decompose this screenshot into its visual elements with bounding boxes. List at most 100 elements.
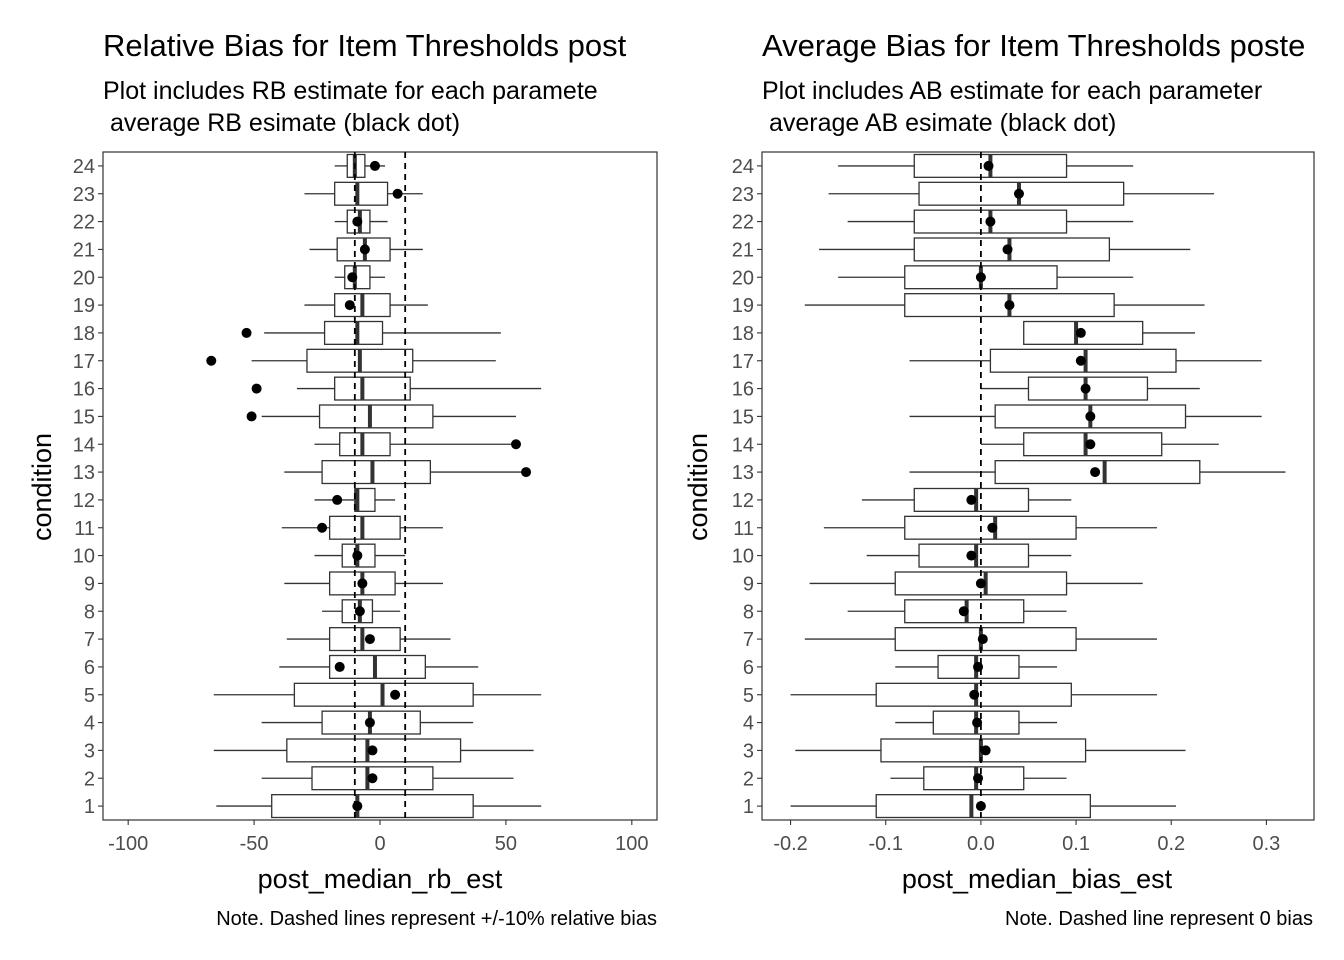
mean-dot xyxy=(983,160,994,171)
y-tick-label: 2 xyxy=(84,768,95,790)
mean-dot xyxy=(332,494,343,505)
y-tick-label: 1 xyxy=(84,796,95,818)
boxplot-condition-7 xyxy=(286,627,451,652)
mean-dot xyxy=(241,327,252,338)
chart-title: Average Bias for Item Thresholds poste xyxy=(762,28,1305,63)
y-tick-label: 11 xyxy=(733,518,754,540)
y-tick-label: 19 xyxy=(73,295,95,317)
y-tick-label: 14 xyxy=(73,434,95,456)
iqr-box xyxy=(334,376,411,401)
mean-dot xyxy=(977,634,988,645)
mean-dot xyxy=(985,216,996,227)
y-tick-label: 4 xyxy=(84,713,95,735)
panel-border xyxy=(761,151,1315,821)
mean-dot xyxy=(969,689,980,700)
x-tick-label: 0.0 xyxy=(967,833,995,855)
chart-caption: Note. Dashed line represent 0 bias xyxy=(1005,908,1313,930)
boxplot-condition-16 xyxy=(296,376,542,401)
y-tick-label: 11 xyxy=(74,518,95,540)
chart-subtitle-line1: Plot includes AB estimate for each param… xyxy=(762,77,1262,105)
mean-dot xyxy=(1085,439,1096,450)
mean-dot xyxy=(973,661,984,672)
mean-dot xyxy=(975,801,986,812)
y-tick-label: 8 xyxy=(743,601,754,623)
boxplot-condition-11 xyxy=(281,515,443,540)
y-tick-label: 15 xyxy=(73,406,95,428)
iqr-box xyxy=(328,515,401,540)
mean-dot xyxy=(334,661,345,672)
y-tick-label: 1 xyxy=(743,796,754,818)
y-tick-label: 13 xyxy=(732,462,754,484)
rb-chart-svg: Relative Bias for Item Thresholds post P… xyxy=(27,28,658,930)
mean-dot xyxy=(1013,188,1024,199)
x-tick-label: 100 xyxy=(615,833,648,855)
boxplot-condition-14 xyxy=(314,432,516,457)
y-tick-label: 12 xyxy=(732,490,754,512)
boxplot-condition-12 xyxy=(314,487,396,512)
x-tick-label: -0.2 xyxy=(773,833,807,855)
mean-dot xyxy=(975,272,986,283)
x-tick-label: 0.2 xyxy=(1157,833,1185,855)
y-tick-label: 20 xyxy=(73,267,95,289)
y-tick-label: 9 xyxy=(84,573,95,595)
chart-caption: Note. Dashed lines represent +/-10% rela… xyxy=(216,908,657,930)
boxplot-condition-21 xyxy=(309,237,423,262)
iqr-box xyxy=(328,654,426,679)
mean-dot xyxy=(364,634,375,645)
mean-dot xyxy=(966,494,977,505)
mean-dot xyxy=(344,300,355,311)
mean-dot xyxy=(246,411,257,422)
y-tick-label: 24 xyxy=(732,156,754,178)
mean-dot xyxy=(1075,355,1086,366)
y-tick-label: 4 xyxy=(743,713,754,735)
mean-dot xyxy=(1080,383,1091,394)
y-tick-label: 18 xyxy=(73,323,95,345)
mean-dot xyxy=(1075,327,1086,338)
rb-plot-area: -100 -50 0 50 100123456789101112131415161718… xyxy=(73,151,658,855)
mean-dot xyxy=(357,578,368,589)
y-tick-label: 15 xyxy=(732,406,754,428)
y-tick-label: 19 xyxy=(732,295,754,317)
mean-dot xyxy=(521,467,532,478)
y-tick-label: 23 xyxy=(73,184,95,206)
mean-dot xyxy=(392,188,403,199)
y-tick-label: 6 xyxy=(84,657,95,679)
chart-subtitle-line2: average RB esimate (black dot) xyxy=(103,109,460,137)
mean-dot xyxy=(364,717,375,728)
iqr-box xyxy=(318,404,434,429)
iqr-box xyxy=(323,320,384,345)
y-axis-label: condition xyxy=(683,433,713,541)
boxplot-condition-18 xyxy=(264,320,501,345)
chart-subtitle-line1: Plot includes RB estimate for each param… xyxy=(103,77,598,105)
mean-dot xyxy=(510,439,521,450)
rb-chart-panel: Relative Bias for Item Thresholds post P… xyxy=(27,28,658,930)
y-tick-label: 12 xyxy=(73,490,95,512)
x-tick-label: -0.1 xyxy=(868,833,902,855)
mean-dot xyxy=(958,606,969,617)
mean-dot xyxy=(359,244,370,255)
mean-dot xyxy=(367,745,378,756)
iqr-box xyxy=(354,487,376,512)
mean-dot xyxy=(987,522,998,533)
panel-border xyxy=(102,151,658,821)
mean-dot xyxy=(347,272,358,283)
boxplot-condition-5 xyxy=(213,682,542,707)
x-tick-label: 0 xyxy=(374,833,385,855)
y-tick-label: 7 xyxy=(84,629,95,651)
y-tick-label: 5 xyxy=(84,685,95,707)
boxplot-condition-6 xyxy=(279,654,479,679)
x-tick-label: 0.1 xyxy=(1062,833,1090,855)
y-tick-label: 14 xyxy=(732,434,754,456)
y-tick-label: 22 xyxy=(73,212,95,234)
boxplot-condition-23 xyxy=(304,181,423,206)
mean-dot xyxy=(251,383,262,394)
x-tick-label: 50 xyxy=(495,833,517,855)
y-tick-label: 17 xyxy=(73,351,95,373)
y-tick-label: 3 xyxy=(743,740,754,762)
iqr-box xyxy=(328,627,401,652)
mean-dot xyxy=(975,578,986,589)
boxplot-condition-17 xyxy=(251,348,496,373)
iqr-box xyxy=(271,794,474,819)
ab-plot-area: -0.2 -0.1 0.0 0.1 0.2 0.312345678910111213141… xyxy=(732,151,1315,855)
mean-dot xyxy=(1002,244,1013,255)
